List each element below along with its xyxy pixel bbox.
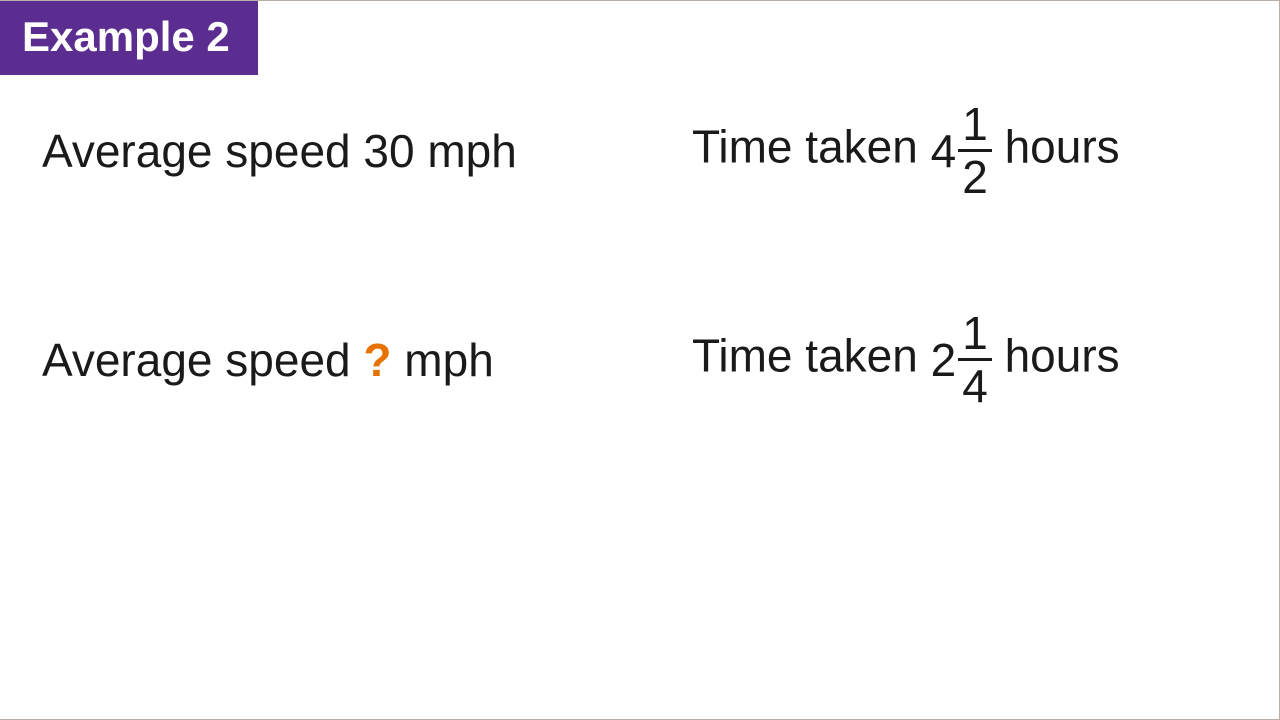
denominator: 2 bbox=[958, 149, 992, 200]
whole-part: 2 bbox=[931, 337, 957, 383]
time-cell: Time taken 412 hours bbox=[692, 101, 1239, 200]
content-area: Average speed 30 mph Time taken 412 hour… bbox=[42, 101, 1239, 519]
speed-suffix: mph bbox=[415, 125, 517, 177]
numerator: 1 bbox=[958, 101, 992, 149]
mixed-number: 214 bbox=[931, 310, 992, 409]
speed-prefix: Average speed bbox=[42, 125, 363, 177]
data-row: Average speed 30 mph Time taken 412 hour… bbox=[42, 101, 1239, 200]
fraction: 14 bbox=[958, 310, 992, 409]
time-suffix: hours bbox=[992, 121, 1120, 173]
speed-cell: Average speed ? mph bbox=[42, 333, 692, 387]
mixed-number: 412 bbox=[931, 101, 992, 200]
fraction: 12 bbox=[958, 101, 992, 200]
time-prefix: Time taken bbox=[692, 121, 931, 173]
speed-prefix: Average speed bbox=[42, 334, 363, 386]
speed-suffix: mph bbox=[392, 334, 494, 386]
speed-value-unknown: ? bbox=[363, 334, 391, 386]
time-suffix: hours bbox=[992, 330, 1120, 382]
denominator: 4 bbox=[958, 358, 992, 409]
example-badge-label: Example 2 bbox=[22, 13, 230, 60]
time-cell: Time taken 214 hours bbox=[692, 310, 1239, 409]
numerator: 1 bbox=[958, 310, 992, 358]
speed-cell: Average speed 30 mph bbox=[42, 124, 692, 178]
whole-part: 4 bbox=[931, 128, 957, 174]
example-badge: Example 2 bbox=[0, 1, 258, 75]
time-prefix: Time taken bbox=[692, 330, 931, 382]
data-row: Average speed ? mph Time taken 214 hours bbox=[42, 310, 1239, 409]
speed-value: 30 bbox=[363, 125, 414, 177]
